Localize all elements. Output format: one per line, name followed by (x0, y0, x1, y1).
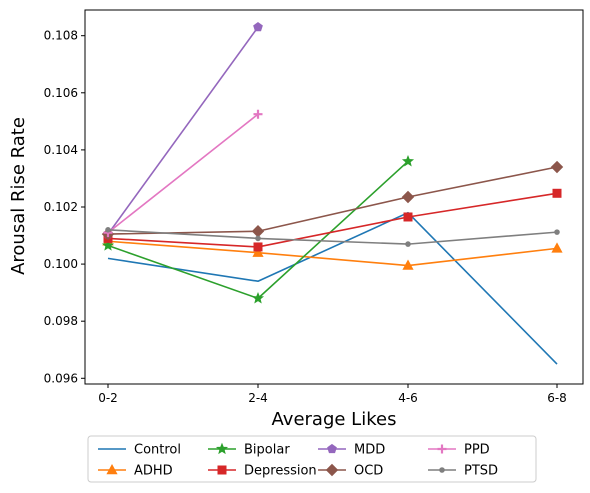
series-line-control (107, 211, 558, 365)
data-point-mdd (253, 22, 263, 32)
legend-item-adhd: ADHD (98, 464, 173, 479)
legend-label-control: Control (134, 443, 181, 458)
y-axis-title: Arousal Rise Rate (8, 117, 29, 275)
x-axis-title: Average Likes (272, 409, 397, 430)
legend-item-control: Control (98, 443, 181, 458)
legend-marker-ocd (325, 463, 339, 477)
x-tick-label: 2-4 (248, 391, 268, 405)
x-tick-label: 4-6 (398, 391, 418, 405)
series-line-adhd (107, 240, 558, 267)
legend-item-ppd: PPD (428, 443, 490, 458)
data-point-adhd (402, 259, 414, 270)
series-line-ptsd (107, 229, 558, 245)
data-point-ocd (401, 190, 415, 204)
legend-label-mdd: MDD (354, 443, 385, 458)
y-axis: 0.096 0.098 0.100 0.102 0.104 0.106 0.108 (44, 29, 85, 385)
legend-item-mdd: MDD (318, 443, 385, 458)
data-point-ocd (550, 160, 564, 174)
data-point-ptsd (554, 229, 560, 235)
y-tick-label: 0.104 (44, 143, 78, 157)
data-point-bipolar (401, 154, 415, 167)
legend-label-adhd: ADHD (134, 464, 173, 479)
plot-lines (107, 26, 558, 365)
y-tick-label: 0.096 (44, 371, 78, 385)
legend-label-ppd: PPD (464, 443, 490, 458)
legend-label-bipolar: Bipolar (244, 443, 290, 458)
series-line-ocd (107, 166, 558, 235)
legend-marker-ptsd (439, 467, 445, 473)
data-point-depression (253, 242, 263, 252)
series-line-ppd (107, 113, 259, 234)
legend-item-bipolar: Bipolar (208, 443, 290, 458)
y-tick-label: 0.108 (44, 29, 78, 43)
data-point-ocd (251, 225, 265, 238)
data-point-bipolar (101, 239, 115, 251)
data-point-depression (403, 212, 413, 222)
data-point-ptsd (105, 227, 111, 233)
x-tick-label: 6-8 (547, 391, 567, 405)
data-point-ptsd (405, 241, 411, 247)
data-point-adhd (252, 246, 264, 257)
y-tick-label: 0.106 (44, 86, 78, 100)
data-point-ppd (253, 109, 263, 119)
legend-marker-ppd (437, 444, 447, 454)
legend-label-ocd: OCD (354, 464, 383, 479)
legend: Control ADHD Bipolar Depression MDD OCD PPD PTS… (87, 435, 537, 483)
series-line-mdd (107, 26, 259, 235)
data-point-depression (552, 188, 562, 198)
legend-marker-adhd (106, 463, 118, 475)
data-point-ptsd (255, 235, 261, 242)
data-point-adhd (551, 242, 563, 253)
x-tick-label: 0-2 (98, 391, 118, 405)
series-line-depression (107, 192, 558, 248)
legend-label-ptsd: PTSD (464, 464, 498, 479)
legend-marker-bipolar (215, 442, 229, 455)
y-tick-label: 0.102 (44, 200, 78, 214)
data-point-bipolar (251, 292, 265, 304)
y-tick-label: 0.098 (44, 314, 78, 328)
legend-item-ocd: OCD (318, 464, 383, 479)
legend-frame (87, 435, 537, 483)
x-axis: 0-2 2-4 4-6 6-8 (98, 384, 567, 405)
legend-label-depression: Depression (244, 464, 317, 479)
legend-item-ptsd: PTSD (428, 464, 498, 479)
plot-frame (84, 9, 584, 385)
legend-marker-mdd (327, 443, 337, 454)
legend-marker-depression (217, 465, 227, 475)
y-tick-label: 0.100 (44, 257, 78, 271)
legend-item-depression: Depression (208, 464, 317, 479)
plot-markers (101, 22, 564, 304)
